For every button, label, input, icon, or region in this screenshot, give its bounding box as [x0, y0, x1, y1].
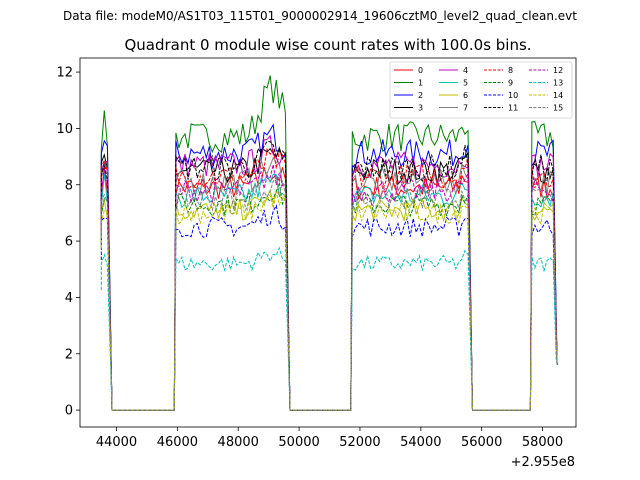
y-tick-label: 8: [65, 178, 73, 193]
x-tick-label: 46000: [157, 435, 198, 450]
legend-label-7: 7: [463, 104, 468, 113]
series-line-2: [100, 123, 558, 411]
legend-label-4: 4: [463, 66, 468, 75]
series-line-11: [100, 140, 558, 411]
legend-label-8: 8: [508, 66, 513, 75]
legend-box: [389, 61, 573, 119]
legend-label-6: 6: [463, 91, 468, 100]
series-layer: [100, 75, 558, 411]
series-line-10: [100, 204, 558, 411]
plot-frame: [79, 57, 577, 428]
axes-layer: 44000 46000 48000 50000 52000 54000 56000 58000…: [56, 57, 577, 450]
chart-title: Quadrant 0 module wise count rates with …: [124, 36, 531, 54]
x-tick-label: 54000: [400, 435, 441, 450]
x-tick-label: 44000: [96, 435, 137, 450]
legend-label-3: 3: [418, 104, 423, 113]
x-tick-label: 58000: [522, 435, 563, 450]
series-line-12: [100, 164, 558, 411]
series-line-15: [100, 176, 558, 411]
y-tick-label: 2: [65, 347, 73, 362]
y-tick-label: 12: [56, 66, 73, 81]
series-line-14: [100, 191, 558, 411]
legend-label-0: 0: [418, 66, 423, 75]
legend-label-9: 9: [508, 79, 513, 88]
x-tick-label: 48000: [218, 435, 259, 450]
series-line-8: [100, 147, 558, 411]
legend-label-1: 1: [418, 79, 423, 88]
series-line-13: [100, 246, 558, 411]
y-tick-label: 4: [65, 291, 73, 306]
x-tick-label: 50000: [278, 435, 319, 450]
series-line-1: [100, 75, 558, 411]
legend-label-12: 12: [553, 66, 563, 75]
legend-label-11: 11: [508, 104, 518, 113]
x-tick-label: 52000: [339, 435, 380, 450]
y-tick-label: 0: [65, 404, 73, 419]
y-tick-label: 10: [56, 122, 73, 137]
legend-label-14: 14: [553, 91, 563, 100]
legend-label-15: 15: [553, 104, 563, 113]
chart-suptitle: Data file: modeM0/AS1T03_115T01_90000029…: [63, 9, 577, 23]
x-tick-label: 56000: [461, 435, 502, 450]
y-tick-label: 6: [65, 235, 73, 250]
legend-label-2: 2: [418, 91, 423, 100]
legend-label-5: 5: [463, 79, 468, 88]
series-line-9: [100, 182, 558, 411]
legend-label-10: 10: [508, 91, 518, 100]
legend-label-13: 13: [553, 79, 563, 88]
x-offset-label: +2.955e8: [511, 455, 575, 470]
